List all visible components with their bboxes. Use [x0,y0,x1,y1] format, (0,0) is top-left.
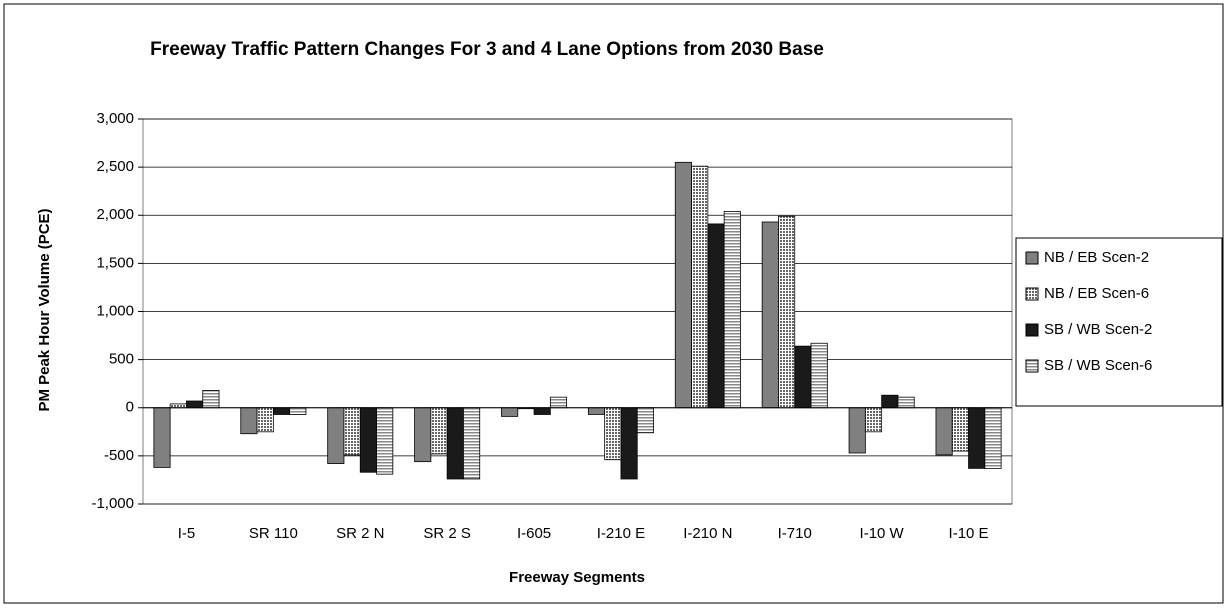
bar [359,407,377,473]
y-axis-label: PM Peak Hour Volume (PCE) [36,208,53,411]
bar [587,407,606,415]
bar [794,345,812,409]
legend-swatch [1025,359,1039,373]
bar [935,407,953,456]
bar [881,394,899,409]
bar [810,342,828,409]
x-tick-label: SR 2 N [336,525,384,542]
legend-swatch [1025,287,1039,301]
y-tick-label: -1,000 [91,495,134,512]
x-tick-label: SR 2 S [423,525,471,542]
x-tick-label: I-5 [178,525,196,542]
x-tick-label: I-10 W [860,525,905,542]
bar [533,407,551,415]
bar [327,407,345,464]
bar [289,407,307,415]
bar [446,407,464,480]
bar [153,407,171,468]
bar [707,223,725,409]
x-tick-label: I-10 E [949,525,989,542]
bar [272,407,291,415]
legend-box [1015,237,1223,407]
legend-swatch [1025,323,1039,337]
bar [256,407,274,433]
bar [202,390,220,409]
bar [848,407,866,454]
bar [761,221,779,409]
legend-label: SB / WB Scen-2 [1044,321,1152,338]
bar [636,407,654,434]
bar [169,403,187,409]
y-tick-label: 1,500 [96,254,134,271]
y-tick-label: 1,000 [96,302,134,319]
bar [897,396,915,409]
bar [376,407,394,475]
bar [778,215,796,409]
x-tick-label: I-210 E [597,525,645,542]
bar [430,407,448,455]
bar [240,407,258,435]
bar [723,210,741,409]
legend-label: SB / WB Scen-6 [1044,357,1152,374]
y-tick-label: -500 [104,447,134,464]
x-tick-label: I-210 N [683,525,732,542]
x-tick-label: I-710 [778,525,812,542]
y-tick-label: 3,000 [96,110,134,127]
bar [968,407,986,469]
bar [501,407,519,417]
legend-swatch [1025,251,1039,265]
bar [463,407,481,480]
x-tick-label: SR 110 [249,525,298,542]
bar [414,407,432,463]
bar [549,396,568,409]
bar [343,407,361,456]
bar [691,165,709,409]
bar [951,407,969,452]
legend-label: NB / EB Scen-6 [1044,285,1149,302]
x-axis-label: Freeway Segments [509,569,645,586]
bar [864,407,883,433]
y-tick-label: 0 [126,399,134,416]
bar [186,400,204,409]
x-tick-label: I-605 [517,525,551,542]
legend-label: NB / EB Scen-2 [1044,249,1149,266]
bar [620,407,638,480]
y-tick-label: 500 [109,351,134,368]
chart-title: Freeway Traffic Pattern Changes For 3 an… [150,39,824,60]
bar [984,407,1002,469]
bar [674,161,692,409]
bar [604,407,622,461]
y-tick-label: 2,000 [96,206,134,223]
y-tick-label: 2,500 [96,158,134,175]
